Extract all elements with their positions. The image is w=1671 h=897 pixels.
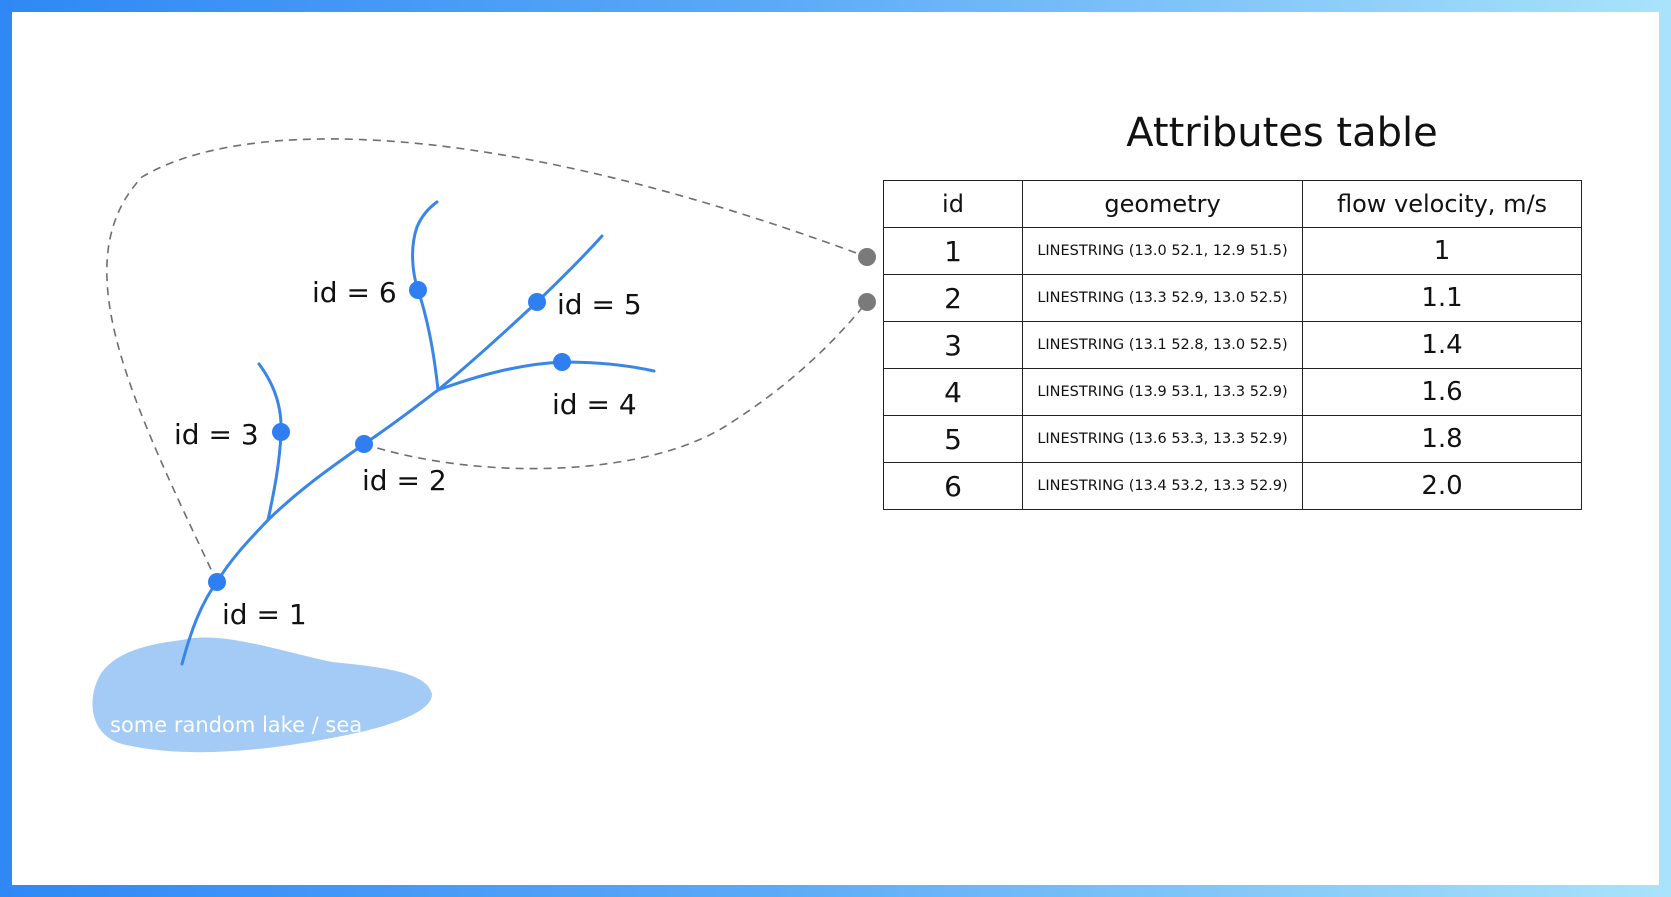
cell-id: 6: [883, 462, 1023, 510]
node-id-3: [272, 423, 290, 441]
table-row: 3 LINESTRING (13.1 52.8, 13.0 52.5) 1.4: [883, 321, 1582, 369]
attributes-table: id geometry flow velocity, m/s 1 LINESTR…: [883, 180, 1582, 510]
label-id-6: id = 6: [312, 276, 397, 309]
node-id-6: [409, 281, 427, 299]
node-id-5: [528, 293, 546, 311]
river-segment-6: [411, 200, 440, 392]
river-segment-4: [436, 360, 656, 392]
table-row: 1 LINESTRING (13.0 52.1, 12.9 51.5) 1: [883, 227, 1582, 275]
cell-velocity: 1: [1302, 227, 1582, 275]
column-header-geometry: geometry: [1022, 180, 1303, 228]
river-network-diagram: id = 1 id = 2 id = 3 id = 4 id = 5 id = …: [92, 138, 876, 753]
lake-label: some random lake / sea: [110, 713, 362, 737]
cell-geometry: LINESTRING (13.0 52.1, 12.9 51.5): [1022, 227, 1303, 275]
diagram-canvas: id = 1 id = 2 id = 3 id = 4 id = 5 id = …: [12, 12, 1659, 885]
table-row: 2 LINESTRING (13.3 52.9, 13.0 52.5) 1.1: [883, 274, 1582, 322]
cell-geometry: LINESTRING (13.1 52.8, 13.0 52.5): [1022, 321, 1303, 369]
cell-geometry: LINESTRING (13.6 53.3, 13.3 52.9): [1022, 415, 1303, 463]
cell-geometry: LINESTRING (13.9 53.1, 13.3 52.9): [1022, 368, 1303, 416]
node-id-4: [553, 353, 571, 371]
connector-dot-row-2: [858, 293, 876, 311]
cell-id: 2: [883, 274, 1023, 322]
cell-geometry: LINESTRING (13.3 52.9, 13.0 52.5): [1022, 274, 1303, 322]
table-header-row: id geometry flow velocity, m/s: [883, 180, 1582, 228]
table-row: 6 LINESTRING (13.4 53.2, 13.3 52.9) 2.0: [883, 462, 1582, 510]
cell-id: 3: [883, 321, 1023, 369]
lake-shape: [92, 637, 432, 753]
table-row: 4 LINESTRING (13.9 53.1, 13.3 52.9) 1.6: [883, 368, 1582, 416]
label-id-2: id = 2: [362, 464, 447, 497]
node-id-1: [208, 573, 226, 591]
table-title: Attributes table: [1126, 110, 1438, 156]
label-id-3: id = 3: [174, 418, 259, 451]
column-header-id: id: [883, 180, 1023, 228]
connector-dot-row-1: [858, 248, 876, 266]
connector-line-id-1: [106, 138, 868, 583]
cell-geometry: LINESTRING (13.4 53.2, 13.3 52.9): [1022, 462, 1303, 510]
cell-velocity: 1.4: [1302, 321, 1582, 369]
label-id-1: id = 1: [222, 598, 307, 631]
cell-id: 4: [883, 368, 1023, 416]
river-segment-3: [257, 362, 283, 522]
cell-velocity: 2.0: [1302, 462, 1582, 510]
node-id-2: [355, 435, 373, 453]
cell-velocity: 1.1: [1302, 274, 1582, 322]
cell-id: 5: [883, 415, 1023, 463]
label-id-5: id = 5: [557, 288, 642, 321]
cell-id: 1: [883, 227, 1023, 275]
label-id-4: id = 4: [552, 388, 637, 421]
connector-line-id-2: [363, 301, 868, 470]
table-row: 5 LINESTRING (13.6 53.3, 13.3 52.9) 1.8: [883, 415, 1582, 463]
cell-velocity: 1.8: [1302, 415, 1582, 463]
cell-velocity: 1.6: [1302, 368, 1582, 416]
column-header-velocity: flow velocity, m/s: [1302, 180, 1582, 228]
river-segment-2: [266, 388, 440, 522]
